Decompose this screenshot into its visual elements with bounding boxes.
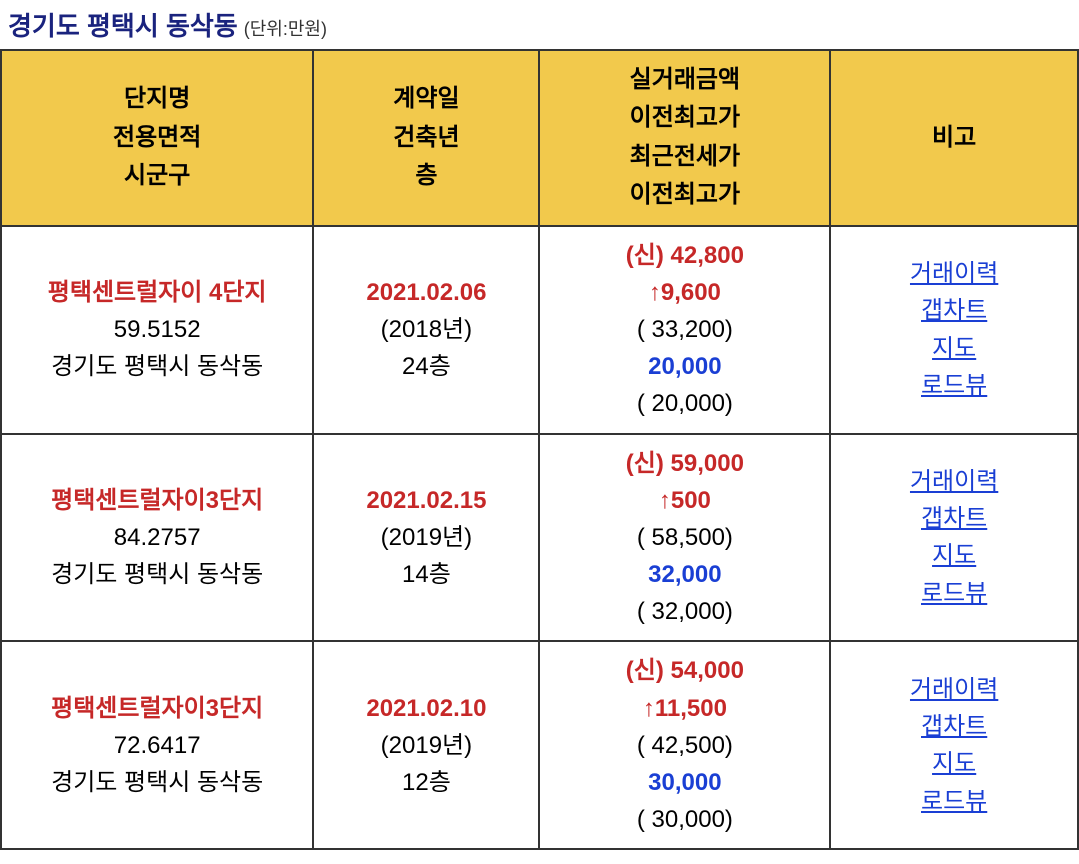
unit-label: (단위:만원): [244, 15, 327, 41]
table-row: 평택센트럴자이 4단지59.5152경기도 평택시 동삭동2021.02.06(…: [1, 226, 1078, 434]
price-prev-high: ( 42,500): [546, 727, 823, 764]
price-cell: (신) 54,000↑11,500( 42,500)30,000( 30,000…: [539, 641, 830, 849]
contract-date: 2021.02.06: [320, 274, 532, 311]
col-header-complex: 단지명전용면적시군구: [1, 50, 313, 226]
real-estate-table: 단지명전용면적시군구 계약일건축년층 실거래금액이전최고가최근전세가이전최고가 …: [0, 49, 1079, 850]
complex-name: 평택센트럴자이 4단지: [8, 274, 306, 311]
contract-cell: 2021.02.15(2019년)14층: [313, 434, 539, 642]
price-new: (신) 59,000: [546, 445, 823, 482]
region-value: 경기도 평택시 동삭동: [8, 348, 306, 385]
floor-value: 24층: [320, 348, 532, 385]
price-jeonse: 20,000: [546, 348, 823, 385]
region-value: 경기도 평택시 동삭동: [8, 556, 306, 593]
link-roadview[interactable]: 로드뷰: [837, 783, 1071, 820]
price-prev-high: ( 33,200): [546, 311, 823, 348]
price-new: (신) 42,800: [546, 237, 823, 274]
link-gap-chart[interactable]: 갭차트: [837, 500, 1071, 537]
contract-cell: 2021.02.10(2019년)12층: [313, 641, 539, 849]
price-jeonse-prev: ( 20,000): [546, 385, 823, 422]
link-history[interactable]: 거래이력: [837, 671, 1071, 708]
complex-cell: 평택센트럴자이3단지84.2757경기도 평택시 동삭동: [1, 434, 313, 642]
link-map[interactable]: 지도: [837, 330, 1071, 367]
build-year: (2019년): [320, 519, 532, 556]
price-jeonse-prev: ( 30,000): [546, 801, 823, 838]
contract-cell: 2021.02.06(2018년)24층: [313, 226, 539, 434]
title-bar: 경기도 평택시 동삭동 (단위:만원): [0, 0, 1079, 49]
link-history[interactable]: 거래이력: [837, 463, 1071, 500]
link-roadview[interactable]: 로드뷰: [837, 367, 1071, 404]
link-map[interactable]: 지도: [837, 537, 1071, 574]
col-header-contract: 계약일건축년층: [313, 50, 539, 226]
link-history[interactable]: 거래이력: [837, 255, 1071, 292]
area-value: 84.2757: [8, 519, 306, 556]
region-value: 경기도 평택시 동삭동: [8, 764, 306, 801]
col-header-remark: 비고: [830, 50, 1078, 226]
complex-cell: 평택센트럴자이 4단지59.5152경기도 평택시 동삭동: [1, 226, 313, 434]
area-value: 72.6417: [8, 727, 306, 764]
col-header-price: 실거래금액이전최고가최근전세가이전최고가: [539, 50, 830, 226]
build-year: (2018년): [320, 311, 532, 348]
table-header-row: 단지명전용면적시군구 계약일건축년층 실거래금액이전최고가최근전세가이전최고가 …: [1, 50, 1078, 226]
contract-date: 2021.02.15: [320, 482, 532, 519]
table-row: 평택센트럴자이3단지72.6417경기도 평택시 동삭동2021.02.10(2…: [1, 641, 1078, 849]
price-new: (신) 54,000: [546, 652, 823, 689]
price-prev-high: ( 58,500): [546, 519, 823, 556]
price-jeonse: 32,000: [546, 556, 823, 593]
remark-cell: 거래이력갭차트지도로드뷰: [830, 434, 1078, 642]
floor-value: 12층: [320, 764, 532, 801]
page-title: 경기도 평택시 동삭동: [8, 6, 238, 43]
price-cell: (신) 42,800↑9,600( 33,200)20,000( 20,000): [539, 226, 830, 434]
complex-name: 평택센트럴자이3단지: [8, 690, 306, 727]
remark-cell: 거래이력갭차트지도로드뷰: [830, 226, 1078, 434]
table-row: 평택센트럴자이3단지84.2757경기도 평택시 동삭동2021.02.15(2…: [1, 434, 1078, 642]
price-change: ↑11,500: [546, 690, 823, 727]
price-cell: (신) 59,000↑500( 58,500)32,000( 32,000): [539, 434, 830, 642]
link-roadview[interactable]: 로드뷰: [837, 575, 1071, 612]
remark-cell: 거래이력갭차트지도로드뷰: [830, 641, 1078, 849]
link-gap-chart[interactable]: 갭차트: [837, 708, 1071, 745]
price-change: ↑9,600: [546, 274, 823, 311]
area-value: 59.5152: [8, 311, 306, 348]
price-jeonse-prev: ( 32,000): [546, 593, 823, 630]
link-gap-chart[interactable]: 갭차트: [837, 292, 1071, 329]
complex-cell: 평택센트럴자이3단지72.6417경기도 평택시 동삭동: [1, 641, 313, 849]
contract-date: 2021.02.10: [320, 690, 532, 727]
price-jeonse: 30,000: [546, 764, 823, 801]
floor-value: 14층: [320, 556, 532, 593]
link-map[interactable]: 지도: [837, 745, 1071, 782]
complex-name: 평택센트럴자이3단지: [8, 482, 306, 519]
price-change: ↑500: [546, 482, 823, 519]
build-year: (2019년): [320, 727, 532, 764]
